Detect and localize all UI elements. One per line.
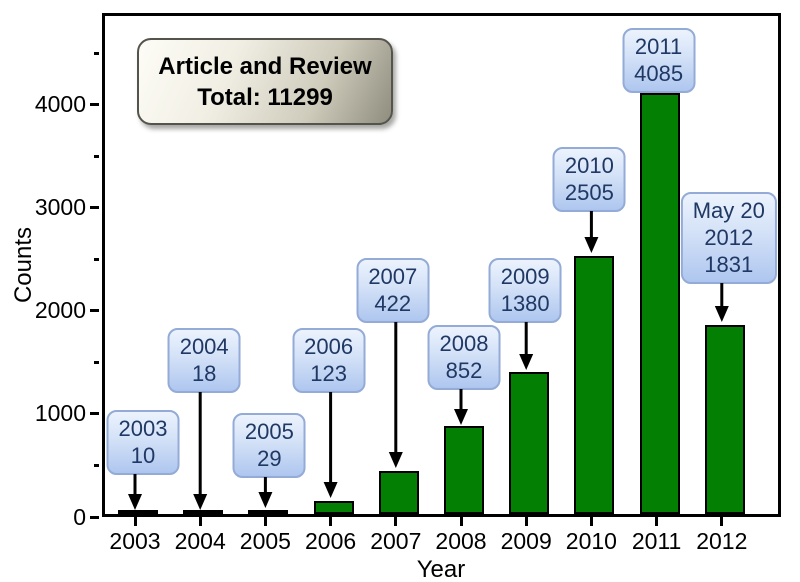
x-tick-label: 2012 xyxy=(696,528,748,554)
chart-title-box: Article and Review Total: 11299 xyxy=(137,38,393,125)
y-tick-label: 4000 xyxy=(34,91,86,118)
x-tick-label: 2007 xyxy=(370,528,422,554)
y-tick-minor xyxy=(94,257,99,261)
y-tick-minor xyxy=(94,51,99,55)
callout-2008: 2008 852 xyxy=(427,325,501,390)
callout-line: 2004 xyxy=(179,334,229,359)
x-tick xyxy=(263,517,267,526)
callout-2007: 2007 422 xyxy=(356,258,430,323)
plot-area xyxy=(102,13,781,517)
x-tick xyxy=(589,517,593,526)
callout-2011: 2011 4085 xyxy=(622,28,696,93)
x-tick-label: 2011 xyxy=(631,528,682,554)
callout-line: 1831 xyxy=(704,252,754,277)
bar-2009 xyxy=(509,372,550,514)
callout-line: 2010 xyxy=(564,153,614,178)
x-tick-label: 2003 xyxy=(109,528,161,554)
y-tick-major xyxy=(90,206,99,210)
x-tick xyxy=(524,517,528,526)
x-tick xyxy=(459,517,463,526)
x-tick xyxy=(198,517,202,526)
x-tick-label: 2005 xyxy=(239,528,291,554)
callout-line: 123 xyxy=(310,361,347,386)
x-tick-label: 2009 xyxy=(500,528,552,554)
callout-line: 2005 xyxy=(244,419,294,444)
x-axis-title: Year xyxy=(416,556,466,582)
callout-line: 2008 xyxy=(439,331,489,356)
bar-2004 xyxy=(183,510,224,514)
callout-line: 2006 xyxy=(304,334,354,359)
callout-line: 10 xyxy=(130,443,156,468)
callout-2010: 2010 2505 xyxy=(552,147,626,212)
y-tick-major xyxy=(90,309,99,313)
bar-2010 xyxy=(574,256,615,514)
callout-line: 4085 xyxy=(634,61,684,86)
x-tick-label: 2010 xyxy=(565,528,617,554)
bar-2007 xyxy=(378,471,419,514)
y-tick-minor xyxy=(94,463,99,467)
y-tick-minor xyxy=(94,154,99,158)
y-tick-major xyxy=(90,103,99,107)
x-tick xyxy=(133,517,137,526)
chart-title-line1: Article and Review xyxy=(158,52,372,80)
callout-line: 852 xyxy=(445,358,483,383)
callout-2004: 2004 18 xyxy=(167,328,241,393)
x-tick xyxy=(720,517,724,526)
bar-2008 xyxy=(444,426,484,514)
y-tick-major xyxy=(90,412,99,416)
bar-2006 xyxy=(313,501,354,514)
callout-2006: 2006 123 xyxy=(292,328,366,393)
x-tick xyxy=(329,517,333,526)
callout-line: 1380 xyxy=(500,291,550,316)
x-tick xyxy=(655,517,659,526)
callout-line: 2007 xyxy=(368,264,418,289)
bar-2012 xyxy=(704,325,745,514)
chart-title-line2: Total: 11299 xyxy=(197,83,333,111)
callout-2012: May 20 2012 1831 xyxy=(680,192,777,284)
y-axis-title: Counts xyxy=(10,226,37,304)
x-tick-label: 2004 xyxy=(174,528,226,554)
callout-line: 29 xyxy=(257,446,282,471)
bar-2011 xyxy=(639,93,680,514)
callout-line: 2012 xyxy=(704,225,754,250)
bar-2005 xyxy=(248,510,289,514)
callout-2009: 2009 1380 xyxy=(488,258,562,323)
callout-2003: 2003 10 xyxy=(106,410,180,475)
bar-2003 xyxy=(118,510,158,514)
y-tick-minor xyxy=(94,360,99,364)
callout-line: 2003 xyxy=(118,416,168,441)
y-tick-label: 0 xyxy=(73,503,86,530)
callout-line: 2009 xyxy=(500,264,550,289)
y-tick-major xyxy=(90,515,99,519)
x-tick-label: 2008 xyxy=(435,528,487,554)
callout-line: 2011 xyxy=(634,34,683,59)
x-tick xyxy=(394,517,398,526)
y-tick-label: 3000 xyxy=(34,194,86,221)
callout-line: 18 xyxy=(191,361,217,386)
y-tick-label: 1000 xyxy=(34,400,86,427)
callout-line: 2505 xyxy=(564,180,614,205)
callout-line: 422 xyxy=(374,291,412,316)
callout-line: May 20 xyxy=(692,198,765,223)
callout-2005: 2005 29 xyxy=(232,413,306,478)
y-tick-label: 2000 xyxy=(34,297,86,324)
x-tick-label: 2006 xyxy=(305,528,357,554)
